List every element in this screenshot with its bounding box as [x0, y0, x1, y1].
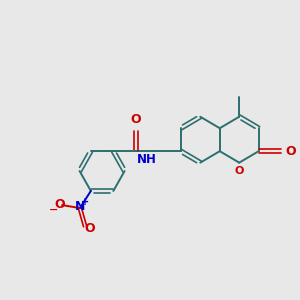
Text: O: O [130, 113, 141, 126]
Text: O: O [235, 167, 244, 176]
Text: +: + [81, 196, 89, 207]
Text: N: N [75, 200, 86, 213]
Text: O: O [54, 198, 65, 211]
Text: O: O [85, 222, 95, 235]
Text: O: O [286, 145, 296, 158]
Text: NH: NH [137, 153, 157, 166]
Text: −: − [49, 205, 58, 215]
